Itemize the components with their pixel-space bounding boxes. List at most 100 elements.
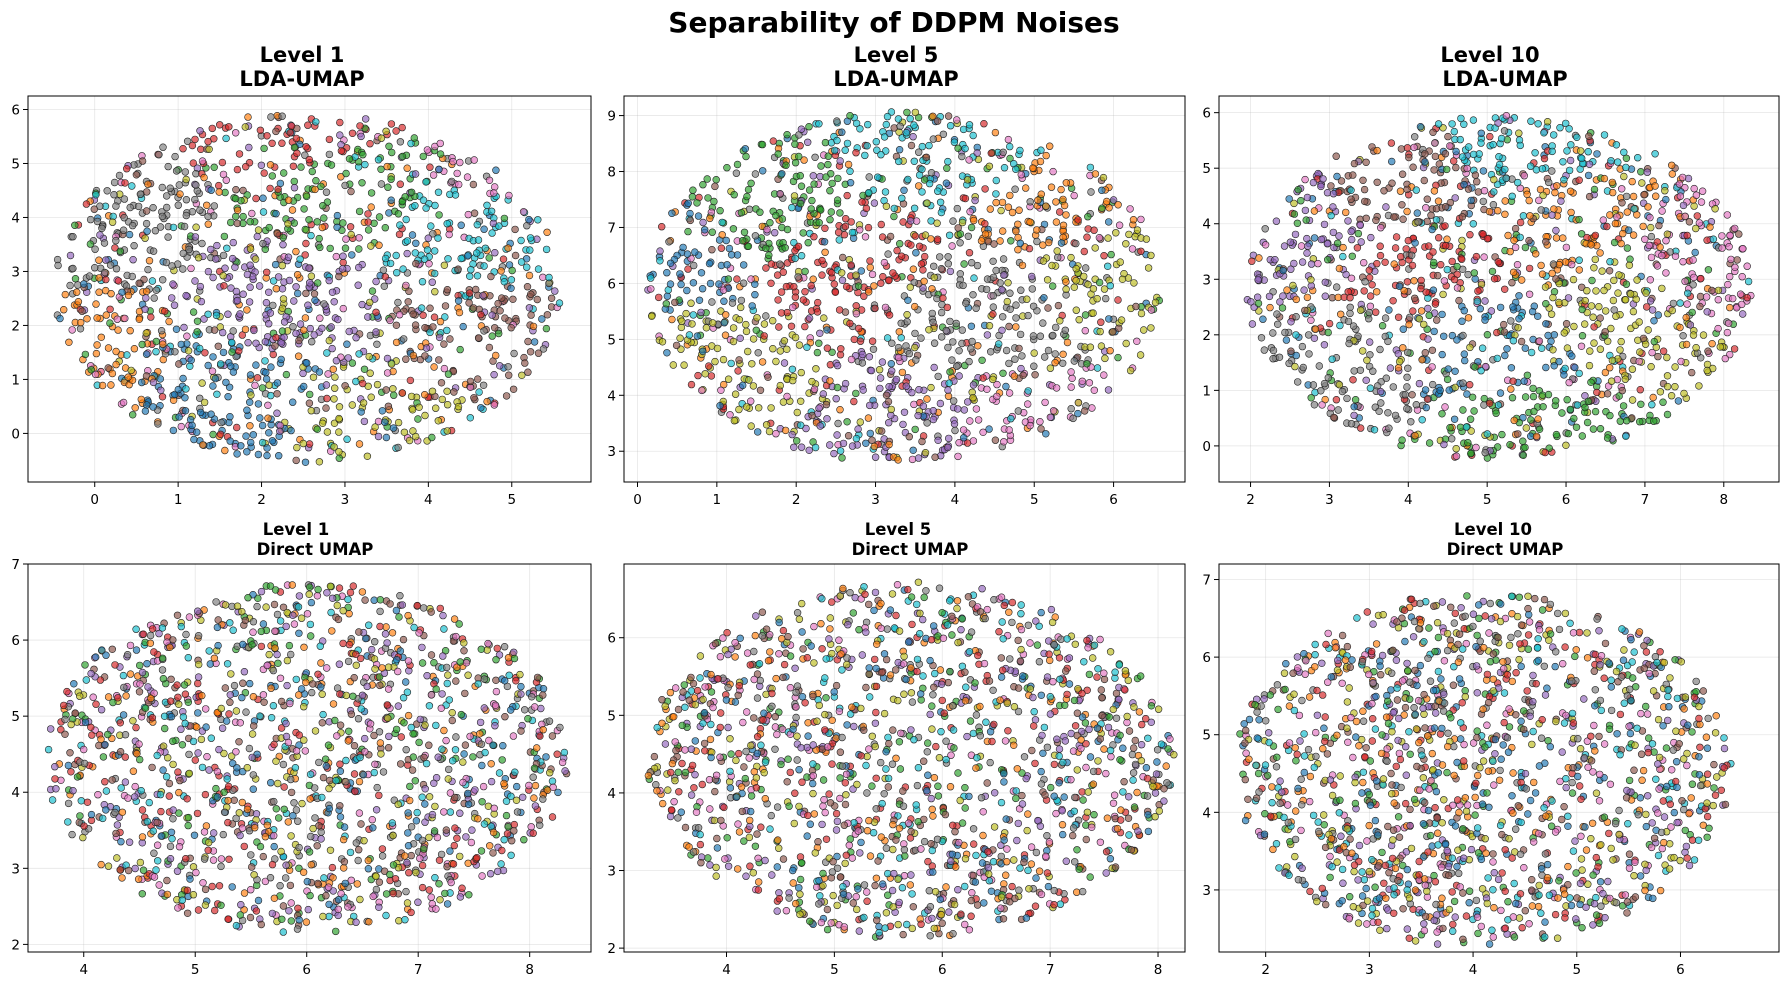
scatter-point [1410, 277, 1418, 285]
x-tick-label: 7 [1641, 492, 1650, 508]
scatter-point [1307, 282, 1316, 290]
scatter-point [196, 344, 204, 353]
scatter-point [1549, 131, 1558, 139]
scatter-point [772, 357, 780, 366]
scatter-point [797, 125, 806, 133]
scatter-point [979, 374, 987, 382]
scatter-point [1481, 297, 1489, 305]
scatter-point [841, 146, 849, 154]
scatter-point [163, 203, 171, 212]
scatter-point [246, 371, 255, 379]
scatter-point [1392, 233, 1401, 241]
scatter-point [1133, 337, 1141, 345]
scatter-point [130, 345, 139, 353]
y-tick-label: 0 [1202, 439, 1211, 455]
scatter-point [1697, 274, 1705, 283]
scatter-point [302, 289, 310, 298]
scatter-point [95, 741, 103, 750]
scatter-point [491, 324, 499, 332]
scatter-point [242, 708, 250, 716]
scatter-point [265, 223, 273, 232]
scatter-point [387, 175, 395, 183]
scatter-point [445, 696, 453, 704]
scatter-point [669, 361, 677, 369]
scatter-point [265, 381, 273, 389]
scatter-point [815, 219, 823, 227]
scatter-point [1682, 340, 1691, 349]
scatter-point [820, 314, 828, 322]
scatter-point [1506, 441, 1514, 449]
scatter-point [390, 391, 398, 399]
scatter-point [1466, 231, 1474, 239]
scatter-point [912, 249, 920, 257]
scatter-point [836, 447, 845, 455]
scatter-point [496, 362, 504, 370]
scatter-point [1387, 157, 1396, 166]
scatter-point [102, 311, 111, 319]
scatter-point [241, 123, 250, 131]
scatter-point [81, 350, 90, 359]
scatter-point [523, 222, 531, 230]
scatter-point [435, 356, 443, 364]
scatter-point [877, 151, 885, 159]
scatter-point [419, 152, 427, 161]
scatter-point [1408, 261, 1417, 270]
scatter-point [317, 182, 325, 191]
scatter-point [1431, 300, 1440, 308]
scatter-point [1540, 154, 1549, 163]
scatter-point [1457, 114, 1465, 123]
scatter-point [1552, 234, 1561, 242]
scatter-point [1044, 304, 1052, 312]
scatter-point [991, 128, 1000, 137]
scatter-point [120, 195, 129, 203]
scatter-point [1466, 449, 1475, 458]
scatter-point [380, 282, 388, 290]
scatter-point [129, 717, 137, 725]
scatter-point [1098, 186, 1106, 195]
scatter-point [1460, 307, 1469, 315]
scatter-point [968, 337, 976, 346]
scatter-point [967, 345, 975, 353]
scatter-point [711, 182, 719, 191]
scatter-point [1593, 388, 1601, 397]
scatter-point [1136, 351, 1145, 359]
scatter-point [914, 411, 922, 420]
scatter-point [337, 147, 346, 155]
scatter-point [1419, 320, 1428, 329]
scatter-point [885, 440, 893, 449]
scatter-point [246, 245, 255, 253]
scatter-point [935, 253, 944, 261]
scatter-point [1663, 353, 1671, 362]
scatter-point [876, 374, 885, 382]
scatter-point [478, 872, 486, 880]
scatter-point [1030, 349, 1038, 357]
scatter-point [187, 356, 195, 364]
scatter-point [1683, 289, 1692, 297]
scatter-point [1661, 187, 1669, 195]
scatter-point [933, 187, 942, 195]
scatter-point [1129, 216, 1138, 224]
scatter-point [1006, 305, 1014, 313]
scatter-point [312, 118, 320, 126]
scatter-point [1105, 315, 1113, 323]
scatter-point [488, 332, 496, 340]
scatter-point [939, 130, 948, 139]
scatter-point [654, 293, 663, 302]
scatter-point [985, 425, 993, 433]
scatter-point [1522, 424, 1531, 432]
scatter-points [644, 108, 1164, 464]
scatter-point [395, 230, 404, 239]
scatter-point [1531, 149, 1539, 157]
scatter-point [249, 431, 258, 439]
scatter-point [1317, 387, 1325, 395]
scatter-point [1628, 177, 1636, 186]
scatter-point [1287, 347, 1295, 355]
scatter-point [1429, 286, 1438, 294]
scatter-point [1443, 375, 1452, 384]
scatter-point [551, 287, 559, 295]
scatter-point [870, 199, 879, 207]
scatter-point [1485, 399, 1494, 407]
scatter-point [818, 271, 826, 279]
scatter-point [1126, 366, 1135, 375]
scatter-point [948, 242, 956, 250]
